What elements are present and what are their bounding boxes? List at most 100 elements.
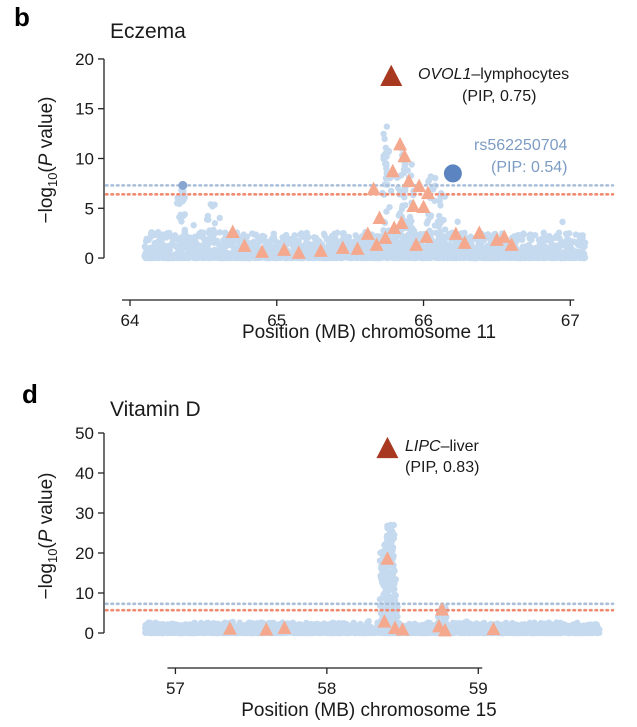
background-snp [181, 254, 188, 261]
background-snp [209, 253, 216, 260]
gene-marker [401, 173, 416, 188]
gene-marker [313, 243, 328, 257]
background-snp [426, 227, 433, 234]
highlight-snp [178, 180, 188, 190]
x-tick-label: 58 [317, 679, 336, 698]
background-snp [401, 194, 408, 201]
background-snp [261, 233, 268, 240]
panel-d-x-axis-title: Position (MB) chromosome 15 [241, 700, 497, 721]
background-snp [402, 187, 409, 194]
background-snp [376, 596, 384, 603]
background-snp [380, 130, 387, 138]
gene-marker [377, 614, 392, 628]
y-tick-label: 10 [75, 584, 94, 603]
svg-text:−log10(P value): −log10(P value) [36, 473, 60, 600]
gene-marker [259, 622, 274, 636]
panel-b-lead-marker [380, 64, 403, 86]
gene-marker [412, 178, 427, 193]
background-snp [386, 203, 393, 211]
gene-marker [366, 181, 381, 196]
background-snp [216, 229, 224, 236]
background-snp [383, 165, 390, 172]
background-snp [437, 202, 444, 209]
x-tick-label: 66 [414, 311, 433, 330]
gene-marker [416, 199, 431, 214]
gene-marker [369, 237, 384, 251]
panel-b-lead-pip: (PIP, 0.75) [462, 88, 536, 105]
x-tick-label: 57 [166, 679, 185, 698]
background-snp [382, 244, 389, 252]
background-snp [401, 244, 408, 251]
background-snp [581, 239, 589, 246]
y-tick-label: 10 [75, 150, 94, 169]
gene-marker [504, 237, 519, 251]
background-snp [207, 201, 214, 208]
gene-marker [380, 551, 395, 565]
panel-letter-d: d [22, 379, 38, 409]
panel-letter-b: b [14, 2, 30, 32]
y-tick-label: 20 [75, 544, 94, 563]
x-tick-label: 67 [561, 311, 580, 330]
background-snp [454, 218, 461, 225]
panel-b-gene-markers [225, 136, 519, 259]
gene-marker [448, 226, 463, 240]
background-snp [394, 613, 401, 620]
panel-d: d Vitamin D −log10(P value) 01020304050 … [22, 379, 615, 721]
panel-d-background-snps [141, 521, 603, 637]
background-snp [442, 618, 449, 625]
background-snp [200, 229, 208, 237]
gene-marker [420, 185, 435, 200]
panel-b-y-axis-title: −log10(P value) [36, 97, 60, 224]
gene-marker [472, 225, 487, 239]
background-snp [382, 150, 389, 158]
background-snp [173, 254, 181, 261]
background-snp [429, 248, 436, 255]
background-snp [555, 229, 563, 236]
background-snp [596, 626, 603, 633]
background-snp [428, 241, 435, 249]
panel-b-threshold-lines [104, 184, 615, 196]
background-snp [436, 212, 443, 220]
panel-b-title: Eczema [110, 20, 186, 43]
background-snp [461, 229, 468, 237]
background-snp [181, 226, 189, 233]
background-snp [438, 248, 446, 255]
background-snp [428, 185, 436, 192]
background-snp [528, 236, 535, 244]
gene-marker [406, 198, 421, 213]
background-snp [478, 243, 485, 251]
gene-marker [457, 235, 472, 249]
background-snp [211, 220, 219, 227]
gene-marker [222, 621, 237, 635]
gene-marker [335, 240, 350, 254]
gene-marker [419, 229, 434, 243]
gene-marker [378, 230, 393, 244]
background-snp [407, 227, 414, 234]
gene-marker [486, 621, 501, 636]
background-snp [376, 557, 384, 564]
background-snp [381, 135, 388, 143]
background-snp [531, 231, 539, 239]
x-tick-label: 64 [121, 311, 140, 330]
gene-marker [434, 602, 449, 616]
background-snp [387, 521, 394, 529]
background-snp [387, 187, 395, 194]
gene-marker [291, 245, 306, 259]
background-snp [404, 167, 411, 174]
background-snp [176, 213, 183, 221]
gene-marker [497, 229, 512, 243]
y-tick-label: 0 [85, 624, 94, 643]
panel-d-lead-marker [376, 436, 399, 459]
panel-b-highlight-snps [178, 164, 462, 190]
background-snp [581, 254, 589, 261]
panel-b-snp-label: rs562250704 [474, 137, 568, 154]
gene-marker [255, 244, 270, 258]
background-snp [380, 155, 387, 163]
background-snp [377, 575, 385, 582]
lead-gene-marker [380, 64, 403, 86]
panel-d-title: Vitamin D [110, 398, 201, 421]
gene-marker [394, 215, 409, 229]
background-snp [205, 216, 212, 223]
y-tick-label: 30 [75, 504, 94, 523]
lead-gene-marker [376, 436, 399, 459]
